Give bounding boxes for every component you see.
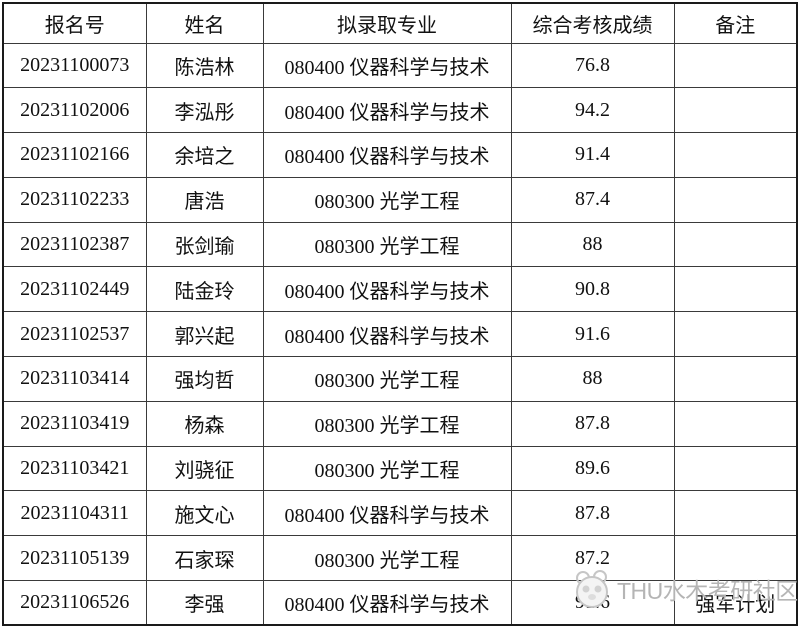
cell-application_no: 20231102449 — [2, 266, 147, 313]
cell-application_no: 20231103414 — [2, 356, 147, 402]
table-row: 20231102449 陆金玲 080400 仪器科学与技术 90.8 — [2, 266, 798, 313]
cell-remark — [673, 221, 798, 268]
cell-remark — [673, 400, 798, 447]
cell-name: 杨森 — [145, 400, 264, 447]
cell-score: 76.8 — [510, 42, 675, 89]
cell-name: 李泓彤 — [145, 87, 264, 134]
cell-remark — [673, 87, 798, 134]
cell-application_no: 20231103421 — [2, 445, 147, 492]
cell-score: 91.6 — [510, 311, 675, 358]
cell-name: 施文心 — [145, 490, 264, 537]
cell-major: 080300 光学工程 — [262, 400, 512, 447]
cell-score: 90.8 — [510, 266, 675, 313]
cell-major: 080300 光学工程 — [262, 356, 512, 402]
cell-remark — [673, 356, 798, 402]
cell-major: 080300 光学工程 — [262, 221, 512, 268]
cell-remark — [673, 445, 798, 492]
cell-name: 刘骁征 — [145, 445, 264, 492]
cell-remark — [673, 266, 798, 313]
table-row: 20231103414 强均哲 080300 光学工程 88 — [2, 356, 798, 402]
table-header: 报名号 姓名 拟录取专业 综合考核成绩 备注 — [2, 2, 798, 44]
cell-major: 080400 仪器科学与技术 — [262, 490, 512, 537]
cell-major: 080400 仪器科学与技术 — [262, 266, 512, 313]
cell-name: 郭兴起 — [145, 311, 264, 358]
cell-remark — [673, 535, 798, 582]
table-row: 20231103419 杨森 080300 光学工程 87.8 — [2, 400, 798, 447]
cell-application_no: 20231106526 — [2, 580, 147, 626]
cell-name: 陈浩林 — [145, 42, 264, 89]
table-body: 20231100073 陈浩林 080400 仪器科学与技术 76.8 20231102… — [2, 42, 798, 626]
cell-remark — [673, 176, 798, 223]
cell-name: 李强 — [145, 580, 264, 626]
cell-score: 91.6 — [510, 580, 675, 626]
cell-remark — [673, 490, 798, 537]
cell-remark — [673, 311, 798, 358]
cell-score: 88 — [510, 356, 675, 402]
table-row: 20231102387 张剑瑜 080300 光学工程 88 — [2, 221, 798, 268]
cell-name: 强均哲 — [145, 356, 264, 402]
cell-major: 080300 光学工程 — [262, 176, 512, 223]
table-row: 20231102166 余培之 080400 仪器科学与技术 91.4 — [2, 132, 798, 178]
cell-application_no: 20231102537 — [2, 311, 147, 358]
cell-major: 080300 光学工程 — [262, 445, 512, 492]
cell-name: 唐浩 — [145, 176, 264, 223]
cell-application_no: 20231104311 — [2, 490, 147, 537]
cell-name: 陆金玲 — [145, 266, 264, 313]
cell-major: 080400 仪器科学与技术 — [262, 311, 512, 358]
cell-application_no: 20231105139 — [2, 535, 147, 582]
cell-remark: 强军计划 — [673, 580, 798, 626]
table-row: 20231102006 李泓彤 080400 仪器科学与技术 94.2 — [2, 87, 798, 134]
table-row: 20231100073 陈浩林 080400 仪器科学与技术 76.8 — [2, 42, 798, 89]
cell-remark — [673, 42, 798, 89]
cell-name: 余培之 — [145, 132, 264, 178]
cell-application_no: 20231103419 — [2, 400, 147, 447]
cell-score: 87.2 — [510, 535, 675, 582]
cell-score: 87.8 — [510, 490, 675, 537]
cell-score: 94.2 — [510, 87, 675, 134]
cell-score: 88 — [510, 221, 675, 268]
cell-score: 89.6 — [510, 445, 675, 492]
cell-application_no: 20231102387 — [2, 221, 147, 268]
cell-application_no: 20231102233 — [2, 176, 147, 223]
table-row: 20231103421 刘骁征 080300 光学工程 89.6 — [2, 445, 798, 492]
cell-name: 张剑瑜 — [145, 221, 264, 268]
cell-major: 080400 仪器科学与技术 — [262, 87, 512, 134]
cell-score: 91.4 — [510, 132, 675, 178]
header-row: 报名号 姓名 拟录取专业 综合考核成绩 备注 — [2, 2, 798, 44]
table-row: 20231106526 李强 080400 仪器科学与技术 91.6 强军计划 — [2, 580, 798, 626]
table-row: 20231104311 施文心 080400 仪器科学与技术 87.8 — [2, 490, 798, 537]
table-row: 20231102233 唐浩 080300 光学工程 87.4 — [2, 176, 798, 223]
header-name: 姓名 — [145, 2, 264, 44]
cell-major: 080400 仪器科学与技术 — [262, 132, 512, 178]
cell-score: 87.8 — [510, 400, 675, 447]
header-major: 拟录取专业 — [262, 2, 512, 44]
table-row: 20231102537 郭兴起 080400 仪器科学与技术 91.6 — [2, 311, 798, 358]
header-remark: 备注 — [673, 2, 798, 44]
cell-application_no: 20231102006 — [2, 87, 147, 134]
cell-remark — [673, 132, 798, 178]
cell-major: 080400 仪器科学与技术 — [262, 580, 512, 626]
table-row: 20231105139 石家琛 080300 光学工程 87.2 — [2, 535, 798, 582]
cell-name: 石家琛 — [145, 535, 264, 582]
header-score: 综合考核成绩 — [510, 2, 675, 44]
cell-major: 080400 仪器科学与技术 — [262, 42, 512, 89]
cell-score: 87.4 — [510, 176, 675, 223]
header-application-no: 报名号 — [2, 2, 147, 44]
cell-application_no: 20231102166 — [2, 132, 147, 178]
cell-application_no: 20231100073 — [2, 42, 147, 89]
cell-major: 080300 光学工程 — [262, 535, 512, 582]
